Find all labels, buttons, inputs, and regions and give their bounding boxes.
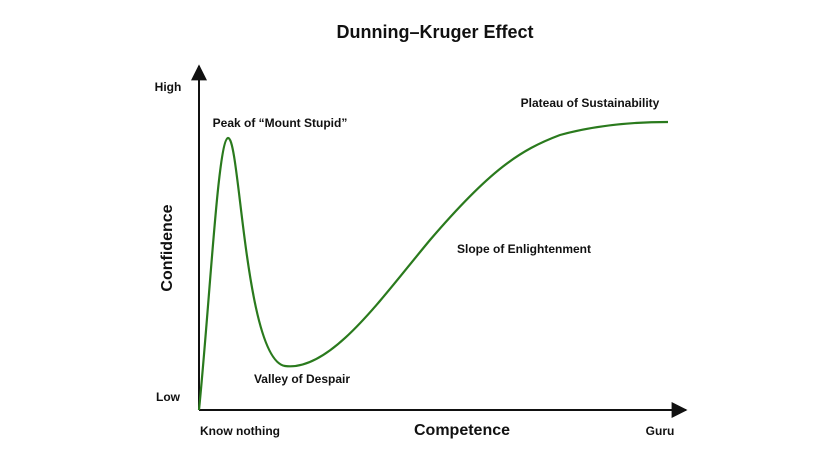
annotation: Peak of “Mount Stupid” (213, 116, 348, 130)
x-start-label: Know nothing (200, 424, 280, 438)
annotation: Slope of Enlightenment (457, 242, 591, 256)
title: Dunning–Kruger Effect (336, 22, 533, 42)
y-low-label: Low (156, 390, 181, 404)
x-end-label: Guru (646, 424, 675, 438)
y-axis-title: Confidence (159, 204, 176, 291)
x-axis-title: Competence (414, 422, 510, 439)
annotation: Valley of Despair (254, 372, 350, 386)
annotation: Plateau of Sustainability (521, 96, 660, 110)
curve (197, 120, 669, 411)
y-high-label: High (155, 80, 182, 94)
